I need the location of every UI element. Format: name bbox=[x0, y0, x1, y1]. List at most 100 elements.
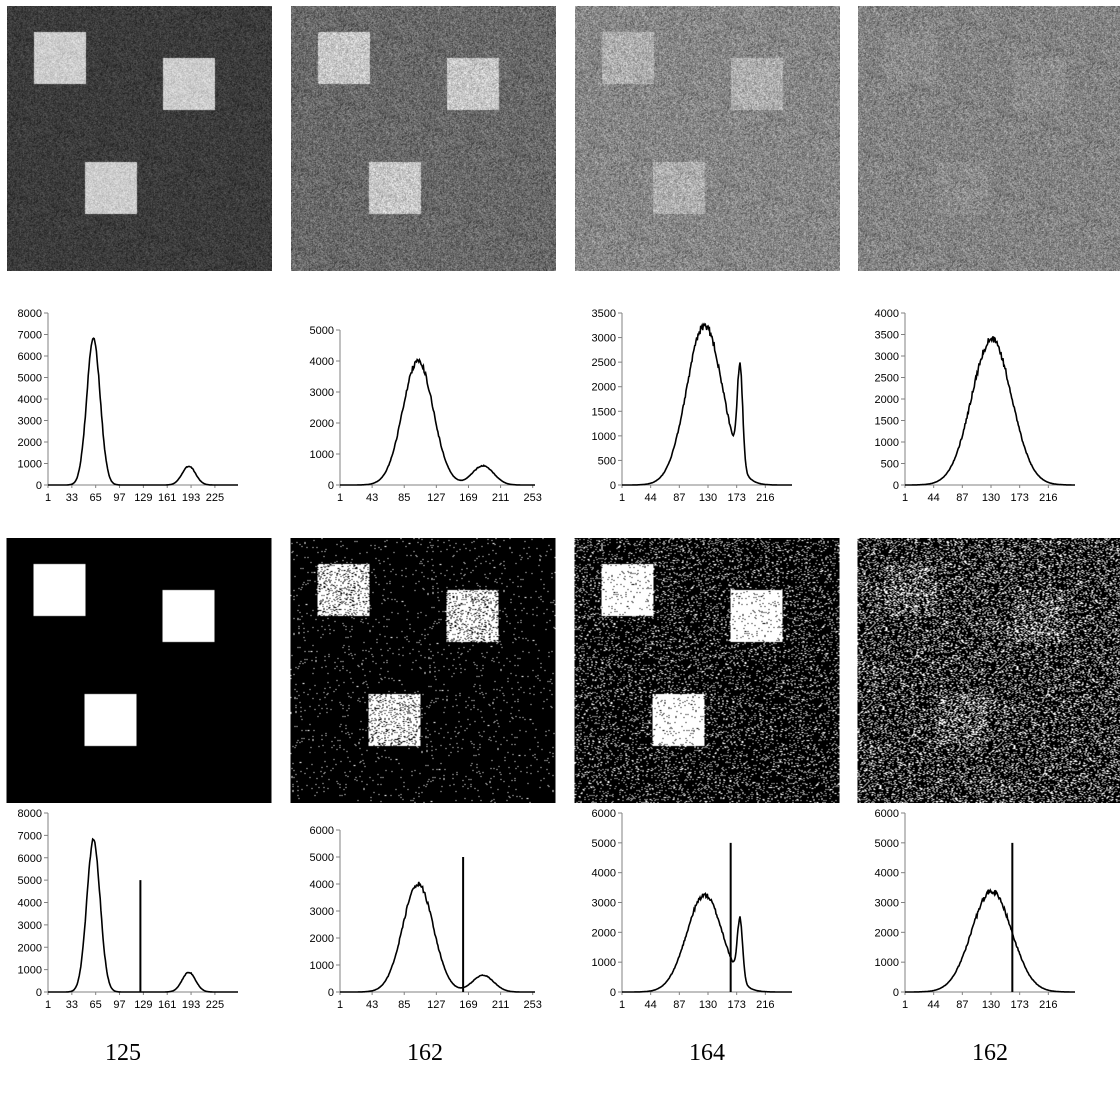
y-tick-label: 6000 bbox=[18, 853, 42, 865]
binarized-image-3 bbox=[574, 538, 840, 803]
original-image-2 bbox=[291, 6, 556, 271]
y-tick-label: 0 bbox=[610, 480, 616, 492]
x-tick-label: 169 bbox=[459, 999, 477, 1011]
histogram-threshold-2: 0 1000 2000 3000 4000 5000 6000 1 43 85 127 169 211 2… bbox=[310, 825, 542, 1011]
x-tick-label: 161 bbox=[158, 999, 176, 1011]
histogram-line bbox=[905, 336, 1075, 486]
x-tick-label: 1 bbox=[902, 999, 908, 1011]
y-tick-label: 3500 bbox=[875, 330, 899, 342]
y-tick-label: 1500 bbox=[592, 406, 616, 418]
y-tick-label: 4000 bbox=[310, 356, 334, 368]
y-tick-label: 2000 bbox=[875, 927, 899, 939]
y-tick-label: 3000 bbox=[18, 416, 42, 428]
y-tick-label: 5000 bbox=[875, 838, 899, 850]
x-tick-label: 87 bbox=[956, 492, 968, 504]
x-tick-label: 211 bbox=[492, 999, 510, 1011]
y-tick-label: 5000 bbox=[310, 852, 334, 864]
x-tick-label: 33 bbox=[66, 999, 78, 1011]
histogram-original-4: 0 500 1000 1500 2000 2500 3000 3500 4000 1 44 87 130… bbox=[875, 308, 1075, 504]
x-tick-label: 65 bbox=[90, 492, 102, 504]
histogram-line bbox=[48, 337, 238, 486]
x-tick-label: 216 bbox=[1039, 492, 1057, 504]
histogram-line bbox=[622, 322, 792, 486]
y-tick-label: 4000 bbox=[592, 868, 616, 880]
original-image-1 bbox=[7, 6, 272, 271]
x-tick-label: 44 bbox=[645, 492, 657, 504]
x-tick-label: 43 bbox=[366, 999, 378, 1011]
x-tick-label: 44 bbox=[928, 492, 940, 504]
y-tick-label: 1500 bbox=[875, 416, 899, 428]
histogram-original-3: 0 500 1000 1500 2000 2500 3000 3500 1 44 87 130 173 2… bbox=[592, 308, 792, 504]
histogram-threshold-3: 0 1000 2000 3000 4000 5000 6000 1 44 87 130 173 216 bbox=[592, 808, 792, 1011]
x-tick-label: 130 bbox=[982, 492, 1000, 504]
histogram-threshold-1: 0 1000 2000 3000 4000 5000 6000 7000 8000 1 33 65 97… bbox=[18, 808, 238, 1011]
y-tick-label: 2000 bbox=[592, 927, 616, 939]
y-tick-label: 8000 bbox=[18, 308, 42, 320]
y-tick-label: 7000 bbox=[18, 330, 42, 342]
y-tick-label: 3500 bbox=[592, 308, 616, 320]
histogram-line bbox=[340, 357, 535, 486]
y-tick-label: 1000 bbox=[592, 957, 616, 969]
y-tick-label: 2000 bbox=[310, 418, 334, 430]
x-tick-label: 33 bbox=[66, 492, 78, 504]
y-tick-label: 3000 bbox=[310, 387, 334, 399]
y-tick-label: 5000 bbox=[18, 875, 42, 887]
histogram-original-1: 0 1000 2000 3000 4000 5000 6000 7000 8000 1 33 65 97… bbox=[18, 308, 238, 504]
y-tick-label: 0 bbox=[36, 480, 42, 492]
y-tick-label: 4000 bbox=[18, 394, 42, 406]
binarized-image-4 bbox=[857, 538, 1120, 803]
x-tick-label: 97 bbox=[113, 999, 125, 1011]
y-tick-label: 500 bbox=[881, 459, 899, 471]
y-tick-label: 2000 bbox=[18, 942, 42, 954]
x-tick-label: 161 bbox=[158, 492, 176, 504]
x-tick-label: 129 bbox=[134, 492, 152, 504]
y-tick-label: 4000 bbox=[875, 308, 899, 320]
x-tick-label: 127 bbox=[427, 492, 445, 504]
x-tick-label: 216 bbox=[756, 492, 774, 504]
x-tick-label: 253 bbox=[524, 492, 542, 504]
y-tick-label: 6000 bbox=[310, 825, 334, 837]
y-tick-label: 1000 bbox=[18, 459, 42, 471]
x-tick-label: 130 bbox=[699, 492, 717, 504]
x-tick-label: 169 bbox=[459, 492, 477, 504]
y-tick-label: 0 bbox=[610, 987, 616, 999]
x-tick-label: 1 bbox=[902, 492, 908, 504]
y-tick-label: 0 bbox=[36, 987, 42, 999]
y-tick-label: 1000 bbox=[310, 960, 334, 972]
y-tick-label: 2500 bbox=[592, 357, 616, 369]
binarized-image-2 bbox=[290, 538, 556, 803]
y-tick-label: 0 bbox=[328, 480, 334, 492]
y-tick-label: 3000 bbox=[18, 920, 42, 932]
y-tick-label: 4000 bbox=[875, 868, 899, 880]
x-tick-label: 225 bbox=[206, 492, 224, 504]
y-tick-label: 500 bbox=[598, 455, 616, 467]
y-tick-label: 3000 bbox=[310, 906, 334, 918]
y-tick-label: 3000 bbox=[875, 898, 899, 910]
y-tick-label: 1000 bbox=[18, 965, 42, 977]
x-tick-label: 1 bbox=[619, 492, 625, 504]
y-tick-label: 6000 bbox=[875, 808, 899, 820]
histogram-line bbox=[48, 837, 238, 993]
threshold-label-1: 125 bbox=[105, 1040, 141, 1066]
y-tick-label: 2500 bbox=[875, 373, 899, 385]
x-tick-label: 85 bbox=[398, 492, 410, 504]
threshold-label-2: 162 bbox=[407, 1040, 443, 1066]
x-tick-label: 173 bbox=[1010, 999, 1028, 1011]
y-tick-label: 4000 bbox=[310, 879, 334, 891]
x-tick-label: 65 bbox=[90, 999, 102, 1011]
y-tick-label: 3000 bbox=[592, 898, 616, 910]
x-tick-label: 211 bbox=[492, 492, 510, 504]
y-tick-label: 0 bbox=[328, 987, 334, 999]
y-tick-label: 0 bbox=[893, 480, 899, 492]
x-tick-label: 1 bbox=[45, 492, 51, 504]
x-tick-label: 44 bbox=[645, 999, 657, 1011]
x-tick-label: 87 bbox=[673, 999, 685, 1011]
y-tick-label: 3000 bbox=[592, 333, 616, 345]
y-tick-label: 4000 bbox=[18, 898, 42, 910]
x-tick-label: 1 bbox=[337, 999, 343, 1011]
x-tick-label: 127 bbox=[427, 999, 445, 1011]
histogram-original-2: 0 1000 2000 3000 4000 5000 1 43 85 127 169 211 253 bbox=[310, 325, 542, 504]
y-tick-label: 7000 bbox=[18, 830, 42, 842]
y-tick-label: 5000 bbox=[310, 325, 334, 337]
x-tick-label: 173 bbox=[727, 492, 745, 504]
